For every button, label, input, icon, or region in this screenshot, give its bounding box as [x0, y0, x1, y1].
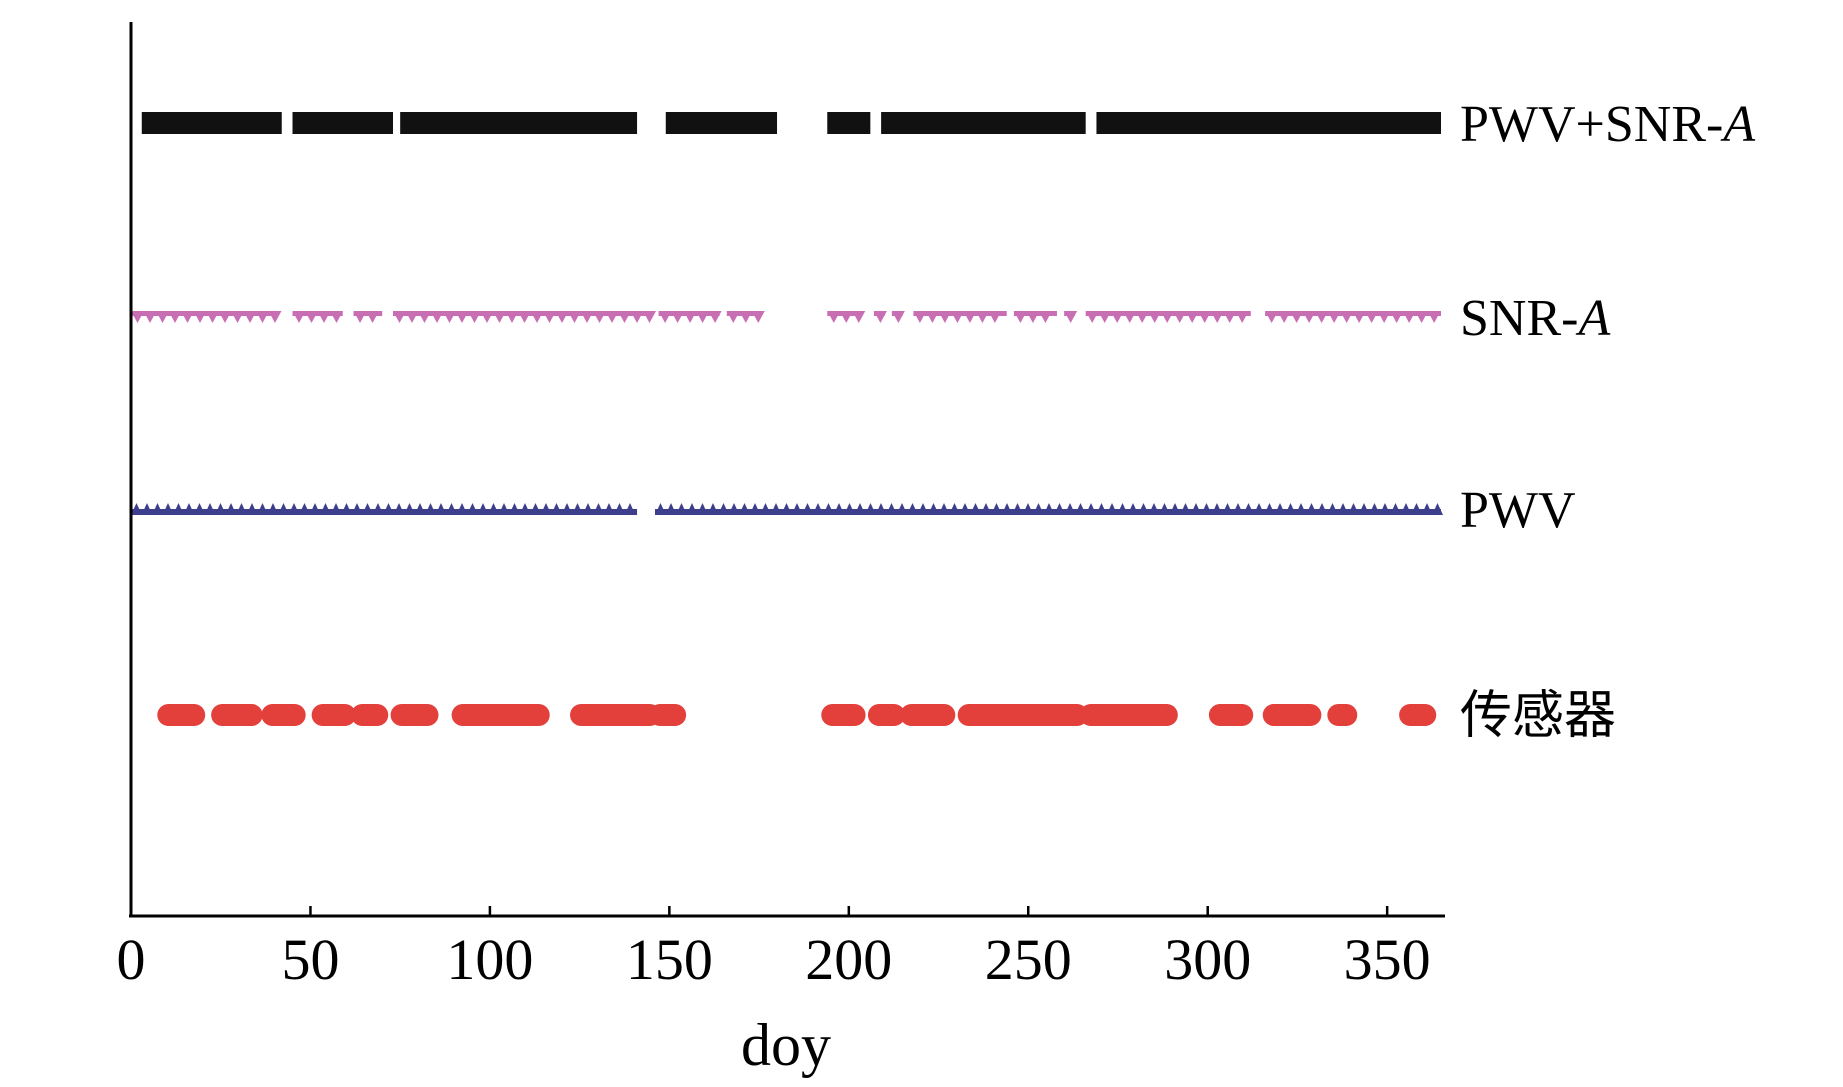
data-segment [658, 311, 722, 323]
data-segment [1096, 112, 1441, 134]
data-segment [821, 704, 866, 726]
data-segment [1262, 704, 1322, 726]
data-segment [451, 704, 550, 726]
series-label: 传感器 [1460, 688, 1616, 745]
data-segment [1079, 704, 1178, 726]
data-segment [827, 311, 866, 323]
data-segment [900, 704, 956, 726]
series-SNR-A: SNR-A [131, 290, 1610, 347]
series-PWV+SNR-A: PWV+SNR-A [141, 96, 1755, 153]
data-segment [1085, 311, 1251, 323]
data-segment [665, 112, 778, 134]
x-axis-title: doy [741, 1012, 831, 1078]
data-segment [353, 311, 383, 323]
data-segment [393, 311, 656, 323]
data-segment [827, 112, 871, 134]
data-segment [131, 311, 282, 323]
data-segment [311, 704, 356, 726]
series-PWV: PWV [131, 482, 1576, 539]
data-segment [957, 704, 1089, 726]
data-segment [655, 503, 1443, 515]
data-segment [390, 704, 439, 726]
data-segment [400, 112, 638, 134]
x-tick-label: 150 [626, 927, 713, 992]
data-segment [913, 311, 1007, 323]
data-segment [157, 704, 206, 726]
data-segment [881, 112, 1086, 134]
data-segment [891, 311, 905, 323]
data-segment [867, 704, 906, 726]
data-segment [570, 704, 661, 726]
data-segment [141, 112, 282, 134]
data-segment [261, 704, 306, 726]
series-label: SNR-A [1460, 290, 1610, 347]
data-segment [351, 704, 389, 726]
series-传感器: 传感器 [157, 688, 1616, 745]
data-segment [1399, 704, 1437, 726]
data-segment [292, 112, 393, 134]
data-segment [131, 503, 638, 515]
data-segment [1327, 704, 1358, 726]
plot-area: PWV+SNR-A SNR-A PWV 传感器 [131, 96, 1755, 745]
data-segment [292, 311, 344, 323]
x-tick-label: 100 [446, 927, 533, 992]
series-label: PWV [1460, 482, 1576, 539]
data-segment [1013, 311, 1057, 323]
x-tick-label: 0 [117, 927, 146, 992]
x-tick-label: 200 [805, 927, 892, 992]
x-axis: 0 50 100 150 200 250 300 350 [117, 22, 1445, 992]
data-segment [1208, 704, 1254, 726]
data-segment [649, 704, 687, 726]
x-tick-label: 250 [985, 927, 1072, 992]
series-label: PWV+SNR-A [1460, 96, 1755, 153]
data-segment [726, 311, 765, 323]
x-tick-label: 50 [281, 927, 339, 992]
data-segment [1064, 311, 1078, 323]
data-segment [873, 311, 887, 323]
data-segment [1265, 311, 1441, 323]
x-tick-label: 300 [1164, 927, 1251, 992]
x-tick-label: 350 [1344, 927, 1431, 992]
data-segment [211, 704, 263, 726]
